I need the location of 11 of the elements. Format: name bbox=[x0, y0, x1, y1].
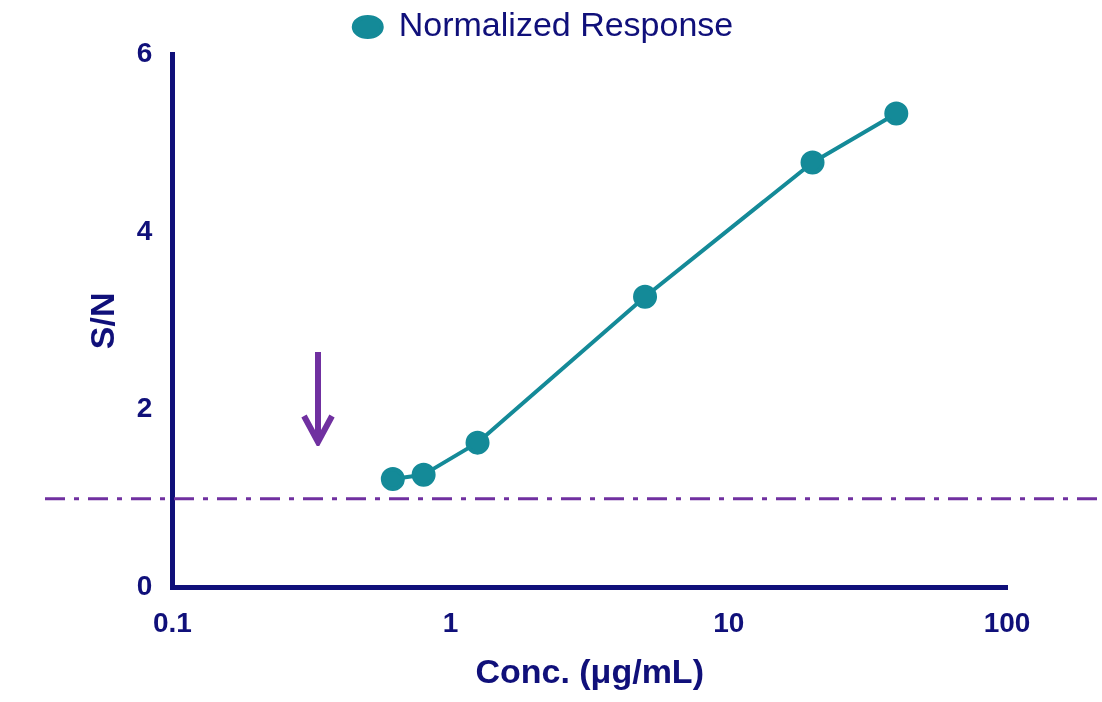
y-tick-label: 2 bbox=[136, 392, 153, 424]
y-tick-label: 0 bbox=[136, 570, 153, 602]
x-tick-label: 100 bbox=[983, 607, 1031, 639]
x-tick-label: 0.1 bbox=[152, 607, 192, 639]
y-tick-label: 4 bbox=[136, 214, 153, 246]
legend-label: Normalized Response bbox=[398, 5, 734, 44]
x-tick-label: 1 bbox=[442, 607, 459, 639]
x-axis-title: Conc. (μg/mL) bbox=[475, 651, 704, 690]
x-tick-label: 10 bbox=[713, 607, 745, 639]
y-axis-title: S/N bbox=[82, 292, 121, 350]
y-tick-label: 6 bbox=[136, 36, 153, 68]
